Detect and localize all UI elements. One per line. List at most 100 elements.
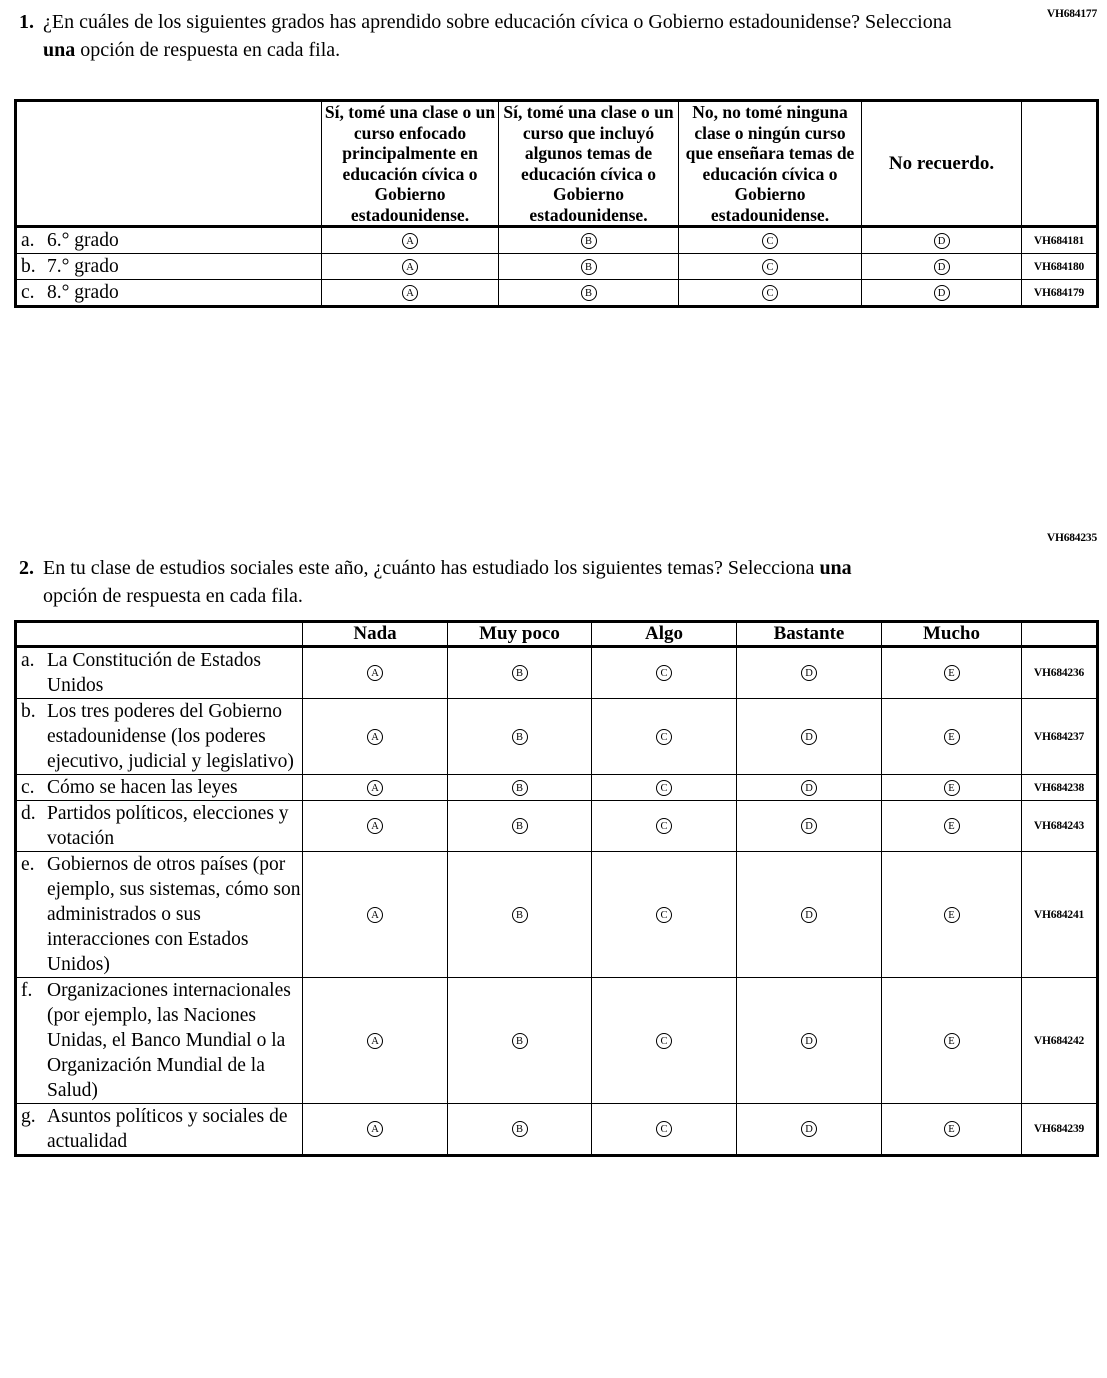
bubble-c-icon[interactable]: C: [762, 258, 778, 275]
question-2-row-a-option-d[interactable]: D: [736, 646, 882, 699]
bubble-d-icon[interactable]: D: [933, 284, 950, 301]
bubble-a-icon[interactable]: A: [402, 258, 418, 275]
bubble-c-icon[interactable]: C: [656, 1032, 672, 1049]
question-2-row-a-option-e[interactable]: E: [881, 646, 1022, 699]
bubble-a-icon[interactable]: A: [367, 906, 383, 923]
question-1-row-c-vh-code: VH684179: [1021, 279, 1099, 308]
question-2-row-c-option-e[interactable]: E: [881, 774, 1022, 801]
bubble-a-icon[interactable]: A: [367, 1121, 383, 1138]
bubble-e-icon[interactable]: E: [943, 906, 960, 923]
bubble-b-icon[interactable]: B: [511, 818, 528, 835]
question-1-table-wrap: Sí, tomé una clase o un curso enfocado p…: [0, 99, 1107, 308]
question-2-row-g-option-c[interactable]: C: [591, 1103, 737, 1157]
question-1-row-b-option-b[interactable]: B: [498, 253, 679, 280]
bubble-e-icon[interactable]: E: [943, 1032, 960, 1049]
question-2-row-f-option-a[interactable]: A: [302, 977, 448, 1104]
question-2-row-c-option-d[interactable]: D: [736, 774, 882, 801]
bubble-e-icon[interactable]: E: [943, 1121, 960, 1138]
question-2-row-g-option-b[interactable]: B: [447, 1103, 592, 1157]
bubble-a-icon[interactable]: A: [367, 779, 383, 796]
bubble-d-icon[interactable]: D: [801, 665, 817, 682]
question-2-row-b-option-b[interactable]: B: [447, 698, 592, 775]
bubble-c-icon[interactable]: C: [656, 818, 672, 835]
bubble-a-icon[interactable]: A: [367, 818, 383, 835]
bubble-e-icon[interactable]: E: [943, 728, 960, 745]
question-1-row-c-option-b[interactable]: B: [498, 279, 679, 308]
bubble-b-icon[interactable]: B: [580, 284, 597, 301]
question-1-row-a-option-b[interactable]: B: [498, 226, 679, 254]
question-1-row-a-option-c[interactable]: C: [678, 226, 862, 254]
question-2-row-d-option-d[interactable]: D: [736, 800, 882, 852]
bubble-c-icon[interactable]: C: [762, 284, 778, 301]
bubble-a-icon[interactable]: A: [367, 728, 383, 745]
question-2-row-e-option-e[interactable]: E: [881, 851, 1022, 978]
question-2-row-f-option-e[interactable]: E: [881, 977, 1022, 1104]
bubble-d-icon[interactable]: D: [801, 1121, 817, 1138]
question-2-row-g-option-d[interactable]: D: [736, 1103, 882, 1157]
question-1-row-b-option-c[interactable]: C: [678, 253, 862, 280]
bubble-b-icon[interactable]: B: [580, 232, 597, 249]
question-1-row-b-option-a[interactable]: A: [321, 253, 499, 280]
bubble-d-icon[interactable]: D: [801, 818, 817, 835]
question-1-row-c-option-c[interactable]: C: [678, 279, 862, 308]
question-2-row-e-option-b[interactable]: B: [447, 851, 592, 978]
bubble-c-icon[interactable]: C: [762, 232, 778, 249]
bubble-b-icon[interactable]: B: [511, 906, 528, 923]
bubble-e-icon[interactable]: E: [943, 818, 960, 835]
question-1-row-c-option-d[interactable]: D: [861, 279, 1022, 308]
bubble-b-icon[interactable]: B: [511, 1032, 528, 1049]
question-2-row-g-option-a[interactable]: A: [302, 1103, 448, 1157]
question-2-text-bold: una: [819, 557, 852, 579]
question-1-row-a-option-d[interactable]: D: [861, 226, 1022, 254]
bubble-c-icon[interactable]: C: [656, 779, 672, 796]
question-2-row-d-option-b[interactable]: B: [447, 800, 592, 852]
bubble-a-icon[interactable]: A: [402, 284, 418, 301]
question-2-row-a-option-b[interactable]: B: [447, 646, 592, 699]
bubble-d-icon[interactable]: D: [933, 258, 950, 275]
question-2-row-c-option-b[interactable]: B: [447, 774, 592, 801]
question-2-text: En tu clase de estudios sociales este añ…: [43, 554, 873, 610]
bubble-b-icon[interactable]: B: [511, 779, 528, 796]
bubble-c-icon[interactable]: C: [656, 728, 672, 745]
bubble-b-icon[interactable]: B: [580, 258, 597, 275]
bubble-b-icon[interactable]: B: [511, 1121, 528, 1138]
bubble-c-icon[interactable]: C: [656, 1121, 672, 1138]
question-2-row-d-option-c[interactable]: C: [591, 800, 737, 852]
bubble-c-icon[interactable]: C: [656, 665, 672, 682]
question-2-row-a-option-c[interactable]: C: [591, 646, 737, 699]
question-2-row-b-option-d[interactable]: D: [736, 698, 882, 775]
question-2-row-g-option-e[interactable]: E: [881, 1103, 1022, 1157]
question-2-row-b-option-e[interactable]: E: [881, 698, 1022, 775]
bubble-b-icon[interactable]: B: [511, 728, 528, 745]
question-1-row-b-option-d[interactable]: D: [861, 253, 1022, 280]
bubble-e-icon[interactable]: E: [943, 665, 960, 682]
question-1-row-c-option-a[interactable]: A: [321, 279, 499, 308]
bubble-e-icon[interactable]: E: [943, 779, 960, 796]
question-2-row-b-option-a[interactable]: A: [302, 698, 448, 775]
bubble-d-icon[interactable]: D: [801, 1032, 817, 1049]
bubble-d-icon[interactable]: D: [801, 779, 817, 796]
question-2-row-b-vh-code: VH684237: [1021, 698, 1099, 775]
question-2-row-f-option-d[interactable]: D: [736, 977, 882, 1104]
question-2-row-e-option-c[interactable]: C: [591, 851, 737, 978]
question-2-row-e-option-d[interactable]: D: [736, 851, 882, 978]
question-2-row-c-option-a[interactable]: A: [302, 774, 448, 801]
bubble-c-icon[interactable]: C: [656, 906, 672, 923]
bubble-d-icon[interactable]: D: [801, 906, 817, 923]
bubble-a-icon[interactable]: A: [367, 665, 383, 682]
question-2-row-d-option-e[interactable]: E: [881, 800, 1022, 852]
bubble-d-icon[interactable]: D: [933, 232, 950, 249]
question-1-row-a-option-a[interactable]: A: [321, 226, 499, 254]
bubble-a-icon[interactable]: A: [367, 1032, 383, 1049]
question-2-row-c-option-c[interactable]: C: [591, 774, 737, 801]
question-2-row-b-option-c[interactable]: C: [591, 698, 737, 775]
bubble-b-icon[interactable]: B: [511, 665, 528, 682]
bubble-a-icon[interactable]: A: [402, 232, 418, 249]
question-2-row-a-option-a[interactable]: A: [302, 646, 448, 699]
bubble-d-icon[interactable]: D: [801, 728, 817, 745]
question-2-row-e-option-a[interactable]: A: [302, 851, 448, 978]
question-2-row-d-option-a[interactable]: A: [302, 800, 448, 852]
question-2-row-f-option-b[interactable]: B: [447, 977, 592, 1104]
question-2-row-f-option-c[interactable]: C: [591, 977, 737, 1104]
question-1-row-a-stem: a. 6.° grado: [14, 226, 322, 254]
